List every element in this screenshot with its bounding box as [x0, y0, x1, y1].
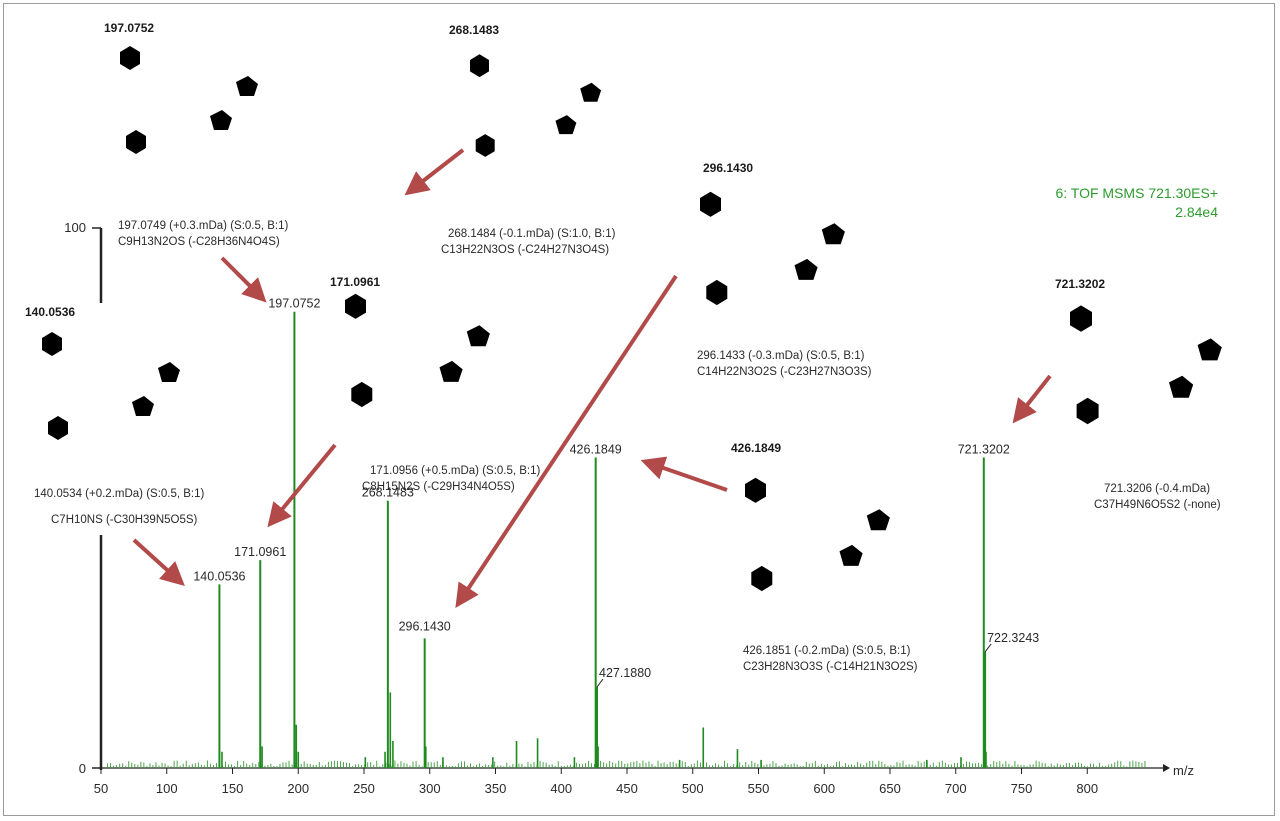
fragment-header-197: 197.0752 [104, 21, 154, 35]
arrow-268-icon [404, 148, 465, 196]
peak-label-427.1880: 427.1880 [599, 666, 651, 680]
x-tick-label: 200 [287, 781, 309, 796]
x-tick-label: 600 [813, 781, 835, 796]
fragment-formula-268: C13H22N3OS (-C24H27N3O4S) [441, 244, 609, 256]
x-tick-label: 350 [485, 781, 507, 796]
structure-140 [42, 332, 202, 440]
x-tick-label: 250 [353, 781, 375, 796]
fragment-header-721: 721.3202 [1055, 277, 1105, 291]
x-axis-label: m/z [1173, 763, 1194, 778]
x-tick-label: 100 [156, 781, 178, 796]
peak-leader [984, 643, 992, 653]
peak-label-296.1430: 296.1430 [399, 619, 451, 633]
x-tick-label: 150 [222, 781, 244, 796]
fragment-annotation-140: 140.0534 (+0.2.mDa) (S:0.5, B:1) [34, 488, 205, 500]
structure-721 [1070, 305, 1246, 425]
peak-leader [596, 678, 604, 688]
x-tick-label: 750 [1011, 781, 1033, 796]
peak-label-140.0536: 140.0536 [193, 569, 245, 583]
structure-296 [700, 191, 868, 306]
x-tick-label: 50 [94, 781, 108, 796]
fragment-header-296: 296.1430 [703, 161, 753, 175]
intensity-label: 2.84e4 [1175, 204, 1218, 220]
fragment-annotation-171: 171.0956 (+0.5.mDa) (S:0.5, B:1) [370, 465, 541, 477]
y-tick-label-0: 0 [79, 761, 86, 776]
fragment-annotation-296: 296.1433 (-0.3.mDa) (S:0.5, B:1) [697, 350, 865, 362]
structure-426 [745, 477, 913, 592]
arrow-140-icon [132, 538, 185, 587]
arrow-296-icon [455, 274, 678, 608]
structure-171 [345, 293, 513, 408]
x-tick-label: 450 [616, 781, 638, 796]
fragment-formula-721: C37H49N6O5S2 (-none) [1094, 499, 1221, 511]
x-tick-label: 700 [945, 781, 967, 796]
baseline-noise [107, 760, 1146, 768]
annotation-arrows [132, 148, 1052, 608]
peak-label-721.3202: 721.3202 [958, 443, 1010, 457]
structure-197 [120, 46, 280, 154]
x-axis-arrow-icon [1163, 764, 1170, 772]
fragment-formula-140: C7H10NS (-C30H39N5O5S) [51, 514, 198, 526]
fragment-header-268: 268.1483 [449, 23, 499, 37]
arrow-721-icon [1012, 374, 1052, 424]
instrument-label: 6: TOF MSMS 721.30ES+ [1055, 185, 1218, 201]
fragment-annotation-426: 426.1851 (-0.2.mDa) (S:0.5, B:1) [743, 645, 911, 657]
fragment-formula-296: C14H22N3O2S (-C23H27N3O3S) [697, 366, 872, 378]
fragment-formula-171: C8H15N2S (-C29H34N4O5S) [362, 481, 515, 493]
y-tick-label-100: 100 [64, 220, 86, 235]
x-tick-label: 400 [550, 781, 572, 796]
peak-label-722.3243: 722.3243 [987, 631, 1039, 645]
x-tick-label: 550 [748, 781, 770, 796]
x-tick-label: 650 [879, 781, 901, 796]
peak-label-171.0961: 171.0961 [234, 545, 286, 559]
x-tick-label: 500 [682, 781, 704, 796]
x-tick-label: 300 [419, 781, 441, 796]
fragment-annotation-268: 268.1484 (-0.1.mDa) (S:1.0, B:1) [448, 228, 616, 240]
peak-label-426.1849: 426.1849 [570, 443, 622, 457]
figure-frame [3, 3, 1275, 816]
fragment-header-140: 140.0536 [25, 305, 75, 319]
x-ticks: 50 100 150 200 250 300 350 400 450 500 550 600 650 70… [94, 768, 1098, 796]
arrow-426-icon [640, 456, 728, 492]
minor-peaks [221, 692, 987, 768]
fragment-annotation-197: 197.0749 (+0.3.mDa) (S:0.5, B:1) [118, 220, 289, 232]
fragment-header-171: 171.0961 [330, 275, 380, 289]
fragment-header-426: 426.1849 [731, 441, 781, 455]
fragment-annotation-721: 721.3206 (-0.4.mDa) [1104, 483, 1210, 495]
x-tick-label: 800 [1076, 781, 1098, 796]
peak-labels: 140.0536 171.0961 197.0752 268.1483 296.1430… [193, 297, 1039, 688]
arrow-171-icon [267, 443, 337, 528]
peak-label-268.1483: 268.1483 [362, 486, 414, 500]
peak-label-197.0752: 197.0752 [268, 297, 320, 311]
structure-268 [470, 54, 622, 157]
arrow-197-icon [220, 256, 267, 303]
fragment-formula-426: C23H28N3O3S (-C14H21N3O2S) [743, 661, 918, 673]
fragment-formula-197: C9H13N2OS (-C28H36N4O4S) [118, 236, 280, 248]
major-peaks [218, 311, 987, 768]
